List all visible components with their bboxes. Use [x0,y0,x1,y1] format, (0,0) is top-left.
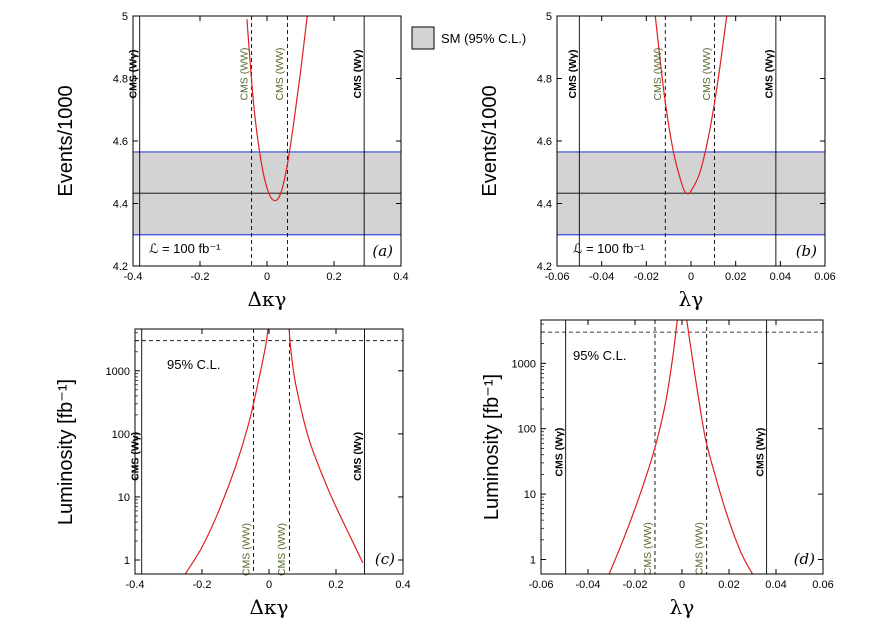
y-axis-label: Luminosity [fb⁻¹] [481,374,503,520]
x-axis-label: Δκγ [250,595,289,619]
y-tick-label: 1000 [512,358,536,370]
curve-right [686,320,754,574]
limit-label-ww: CMS (WW) [701,47,713,100]
panel-label: (b) [796,242,817,260]
limit-label-ww: CMS (WW) [276,523,288,576]
y-tick-label: 4.6 [113,136,128,148]
curve-left [184,329,269,574]
limit-label-ww: CMS (WW) [240,523,252,576]
limit-label-ww: CMS (WW) [274,47,286,100]
limit-label-wg: CMS (Wγ) [352,432,364,481]
x-tick-label: -0.4 [124,271,143,283]
plot-area-a [133,16,401,266]
limit-label-ww: CMS (WW) [238,47,250,100]
x-tick-label: 0 [679,579,685,591]
confidence-label: 95% C.L. [167,357,220,372]
x-axis-label: λγ [670,595,695,619]
x-axis-label: Δκγ [248,287,287,311]
y-tick-label: 100 [112,429,130,441]
x-tick-label: 0 [264,271,270,283]
y-tick-label: 4.4 [113,199,128,211]
x-axis-label: λγ [679,287,704,311]
x-tick-label: 0.06 [812,579,833,591]
x-tick-label: 0.2 [328,579,343,591]
x-tick-label: -0.02 [622,579,647,591]
y-tick-label: 1 [530,554,536,566]
y-tick-label: 1000 [106,366,130,378]
y-axis-label: Events/1000 [55,85,77,196]
y-tick-label: 4.8 [113,74,128,86]
y-tick-label: 100 [518,424,536,436]
y-axis-label: Events/1000 [479,85,501,196]
y-tick-label: 10 [524,489,536,501]
x-tick-label: -0.2 [191,271,210,283]
legend-swatch [411,26,435,50]
y-tick-label: 4.4 [537,199,552,211]
x-tick-label: -0.4 [126,579,145,591]
y-tick-label: 4.2 [113,261,128,273]
panel-label: (c) [375,550,395,568]
x-tick-label: 0 [266,579,272,591]
y-tick-label: 5 [122,11,128,23]
limit-label-wg: CMS (Wγ) [754,428,766,477]
limit-label-wg: CMS (Wγ) [553,428,565,477]
limit-label-ww: CMS (WW) [642,522,654,575]
y-tick-label: 4.6 [537,136,552,148]
luminosity-label: ℒ = 100 fb⁻¹ [573,241,645,256]
y-tick-label: 4.8 [537,74,552,86]
x-tick-label: -0.04 [589,271,614,283]
x-tick-label: -0.02 [634,271,659,283]
x-tick-label: 0 [688,271,694,283]
limit-label-wg: CMS (Wγ) [352,50,364,99]
curve-events [246,16,308,202]
limit-label-wg: CMS (Wγ) [764,50,776,99]
legend-label: SM (95% C.L.) [441,31,526,46]
x-tick-label: -0.06 [544,271,569,283]
limit-label-ww: CMS (WW) [652,47,664,100]
x-tick-label: -0.2 [193,579,212,591]
limit-label-wg: CMS (Wγ) [567,50,579,99]
x-tick-label: 0.4 [395,579,410,591]
y-tick-label: 5 [546,11,552,23]
panel-label: (a) [372,242,393,260]
x-tick-label: 0.4 [393,271,408,283]
panel-c: CMS (Wγ)CMS (WW) CMS (WW)CMS (Wγ)-0.4 -0.2… [55,328,411,619]
panel-a: CMS (Wγ) CMS (WW) CMS (WW) CMS (Wγ)-0.4 -0.2… [55,11,409,311]
curve-right [288,329,364,564]
x-tick-label: 0.02 [725,271,746,283]
panel-b: CMS (Wγ) CMS (WW) CMS (WW) CMS (Wγ) -0.06 -0.… [479,11,836,311]
x-tick-label: -0.04 [575,579,600,591]
x-tick-label: 0.2 [326,271,341,283]
y-axis-label: Luminosity [fb⁻¹] [55,379,77,525]
x-tick-label: 0.04 [770,271,791,283]
x-tick-label: 0.04 [765,579,786,591]
curve-left [608,320,678,574]
luminosity-label: ℒ = 100 fb⁻¹ [149,241,221,256]
y-tick-label: 1 [124,555,130,567]
plot-area-c [135,329,403,574]
confidence-label: 95% C.L. [573,348,626,363]
y-tick-label: 4.2 [537,261,552,273]
curve-events [654,16,728,195]
legend: SM (95% C.L.) [411,26,526,50]
x-tick-label: 0.06 [814,271,835,283]
plot-area-d [541,320,823,574]
x-tick-label: -0.06 [528,579,553,591]
plot-area-b [557,16,825,266]
y-tick-label: 10 [118,492,130,504]
panel-label: (d) [794,550,815,568]
x-tick-label: 0.02 [718,579,739,591]
panel-d: CMS (Wγ) CMS (WW) CMS (WW) CMS (Wγ) -0.06 -0.… [481,319,834,619]
limit-label-ww: CMS (WW) [693,522,705,575]
